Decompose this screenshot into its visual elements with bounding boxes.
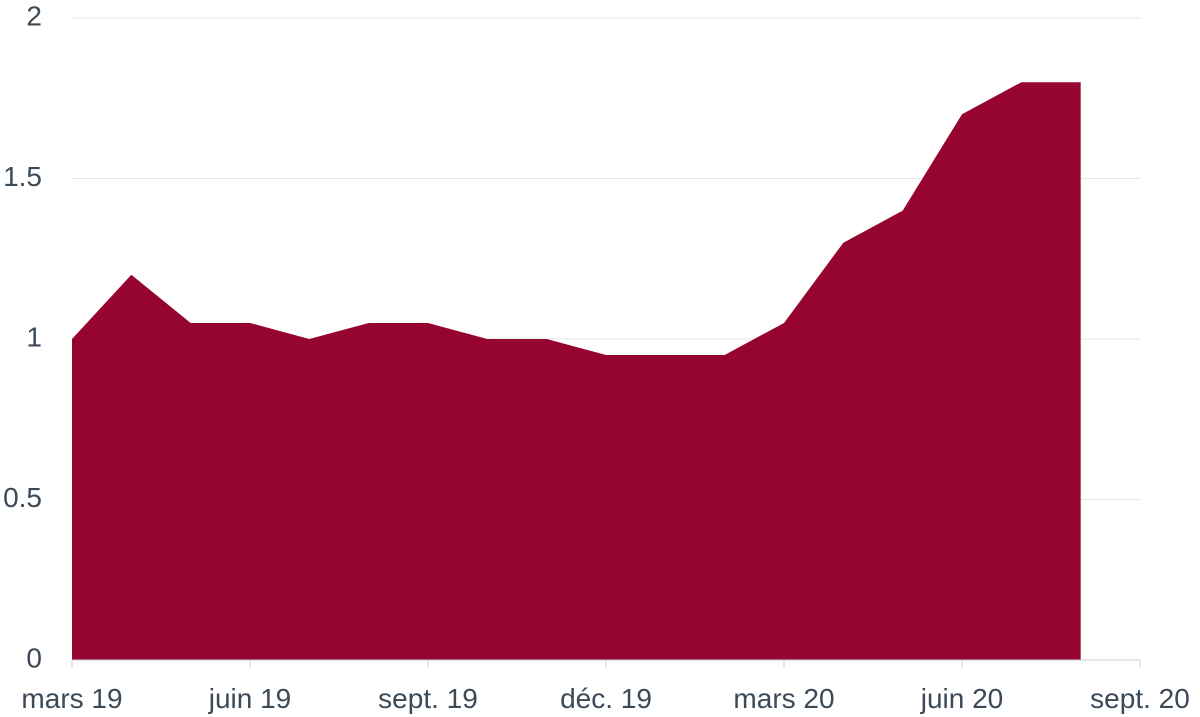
x-tick-label: sept. 20 — [1090, 683, 1190, 714]
x-tick-label: déc. 19 — [560, 683, 652, 714]
y-tick-label: 1 — [26, 321, 42, 352]
y-axis-labels: 0 0.5 1 1.5 2 — [3, 0, 42, 673]
area-series — [72, 82, 1081, 660]
x-tick-label: mars 19 — [21, 683, 122, 714]
area-fill — [72, 82, 1081, 660]
x-tick-label: juin 20 — [920, 683, 1004, 714]
y-tick-label: 0 — [26, 642, 42, 673]
x-tick-label: sept. 19 — [378, 683, 478, 714]
x-axis-labels: mars 19 juin 19 sept. 19 déc. 19 mars 20 juin… — [21, 683, 1189, 714]
y-tick-label: 2 — [26, 0, 42, 31]
y-tick-label: 0.5 — [3, 482, 42, 513]
x-tick-label: juin 19 — [208, 683, 292, 714]
x-tick-label: mars 20 — [733, 683, 834, 714]
x-axis — [71, 659, 1141, 668]
y-tick-label: 1.5 — [3, 161, 42, 192]
